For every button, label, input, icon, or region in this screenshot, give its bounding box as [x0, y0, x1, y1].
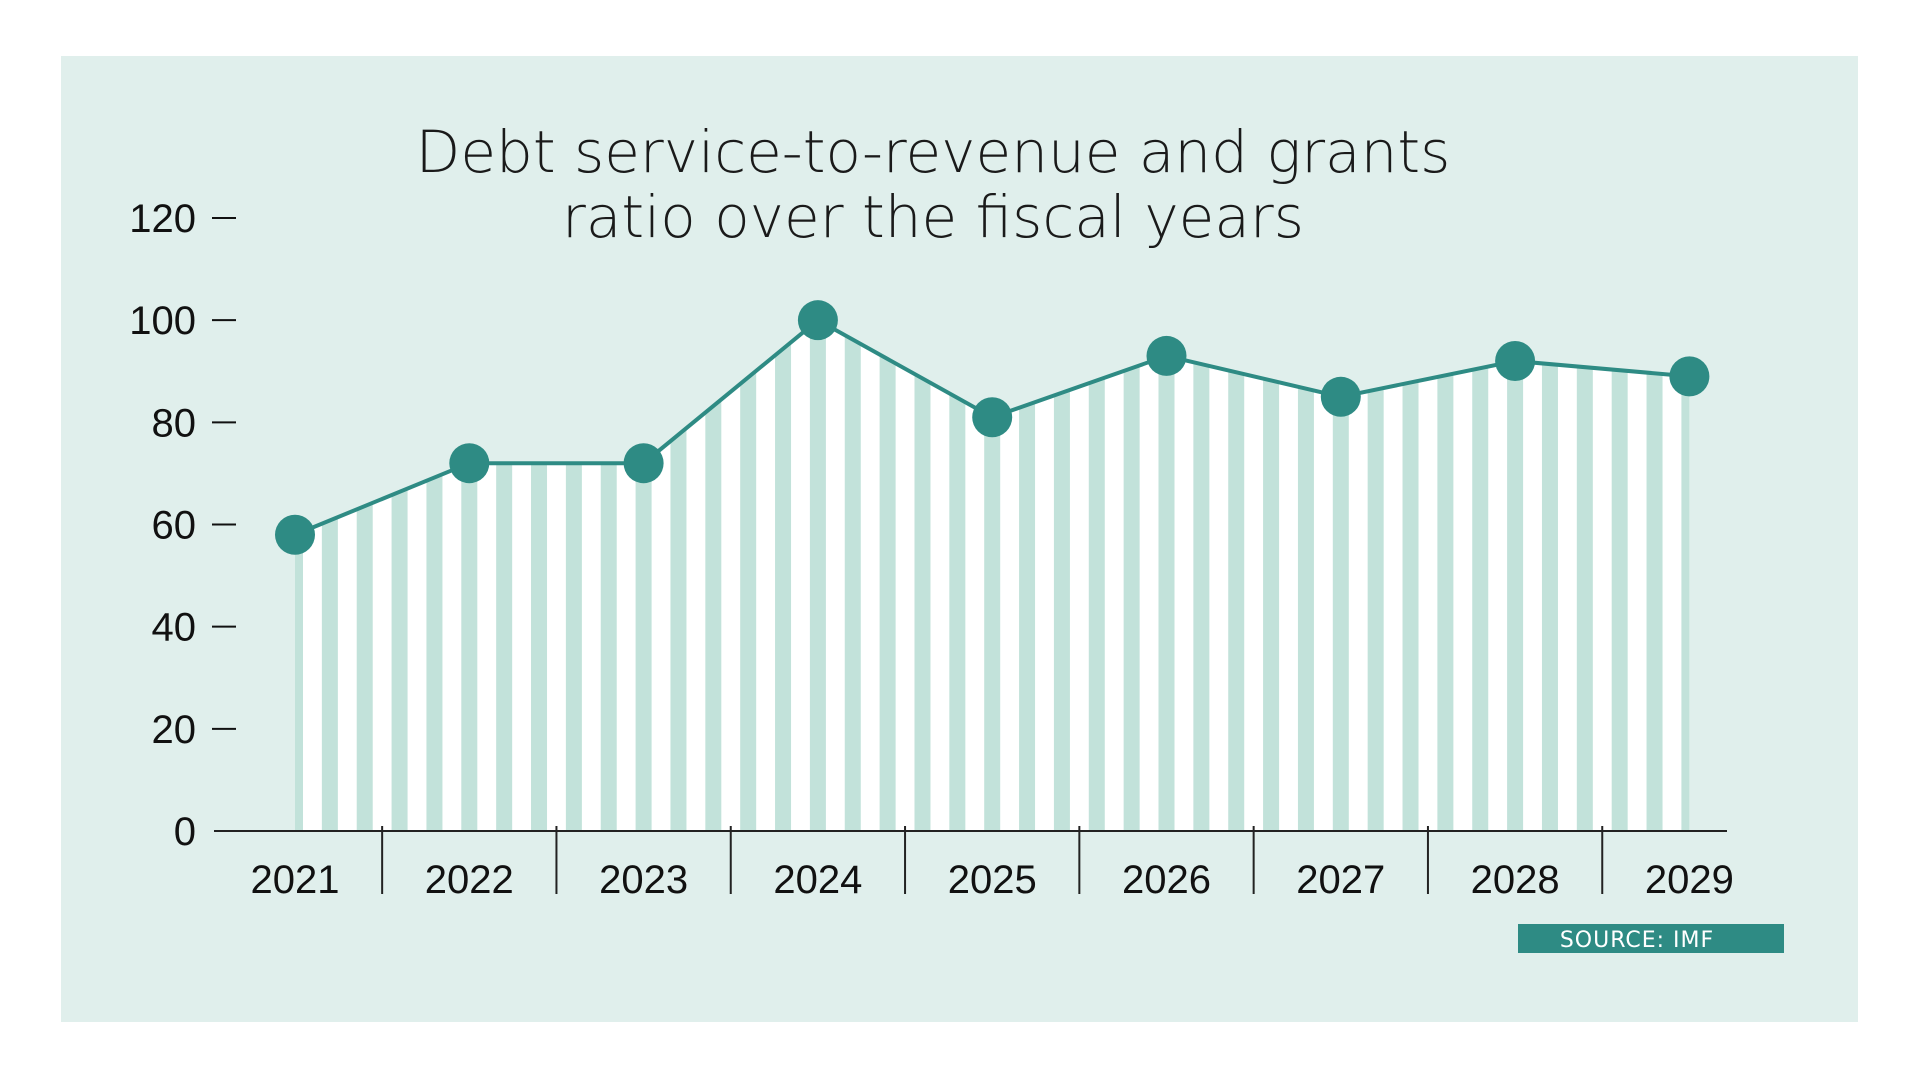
y-tick-label: 80	[152, 401, 197, 445]
area-stripe	[670, 320, 687, 831]
area-stripe	[949, 320, 966, 831]
x-tick-label: 2026	[1122, 858, 1211, 902]
area-stripe	[1437, 320, 1454, 831]
x-tick-label: 2028	[1471, 858, 1560, 902]
source-badge	[1518, 924, 1784, 953]
chart-title-line-2: ratio over the fiscal years	[562, 183, 1304, 251]
area-stripe	[984, 320, 1001, 831]
area-stripe	[1367, 320, 1384, 831]
area-stripe	[1681, 320, 1690, 831]
area-stripe	[1263, 320, 1280, 831]
x-tick-label: 2025	[948, 858, 1037, 902]
area-stripe	[1019, 320, 1036, 831]
area-stripe	[1193, 320, 1210, 831]
data-point-2028	[1495, 341, 1536, 382]
area-stripe	[1507, 320, 1524, 831]
area-stripe	[705, 320, 722, 831]
area-stripe	[295, 320, 303, 831]
area-stripe	[1611, 320, 1628, 831]
area-stripe	[1088, 320, 1105, 831]
area-stripe	[1541, 320, 1558, 831]
y-tick-label: 40	[152, 606, 197, 650]
area-stripe	[1297, 320, 1314, 831]
area-stripe	[1053, 320, 1070, 831]
area-stripe	[1228, 320, 1245, 831]
x-tick-label: 2024	[773, 858, 862, 902]
data-point-2026	[1146, 335, 1187, 376]
area-stripe	[1472, 320, 1489, 831]
area-stripe	[775, 320, 792, 831]
data-point-2027	[1320, 376, 1361, 417]
area-stripe	[809, 320, 826, 831]
y-tick-label: 120	[129, 197, 196, 241]
source-label: SOURCE: IMF	[1560, 928, 1714, 953]
area-stripe	[1158, 320, 1175, 831]
y-tick-label: 0	[174, 810, 196, 854]
area-stripe	[914, 320, 931, 831]
area-stripe	[1123, 320, 1140, 831]
area-stripe	[740, 320, 757, 831]
data-point-2022	[449, 443, 490, 484]
data-point-2023	[623, 443, 664, 484]
y-tick-label: 60	[152, 504, 197, 548]
x-tick-label: 2021	[251, 858, 340, 902]
x-tick-label: 2022	[425, 858, 514, 902]
y-tick-label: 20	[152, 708, 197, 752]
chart-title-line-1: Debt service-to-revenue and grants	[416, 118, 1451, 186]
area-stripe	[1646, 320, 1663, 831]
area-stripe	[1332, 320, 1349, 831]
data-point-2029	[1669, 356, 1710, 397]
data-point-2024	[797, 300, 838, 341]
area-stripe	[1402, 320, 1419, 831]
x-tick-label: 2023	[599, 858, 688, 902]
y-tick-label: 100	[129, 299, 196, 343]
area-stripe	[879, 320, 896, 831]
area-stripe	[844, 320, 861, 831]
data-point-2025	[972, 397, 1013, 438]
x-tick-label: 2029	[1645, 858, 1734, 902]
area-stripe	[1576, 320, 1593, 831]
data-point-2021	[275, 514, 315, 555]
x-tick-label: 2027	[1296, 858, 1385, 902]
